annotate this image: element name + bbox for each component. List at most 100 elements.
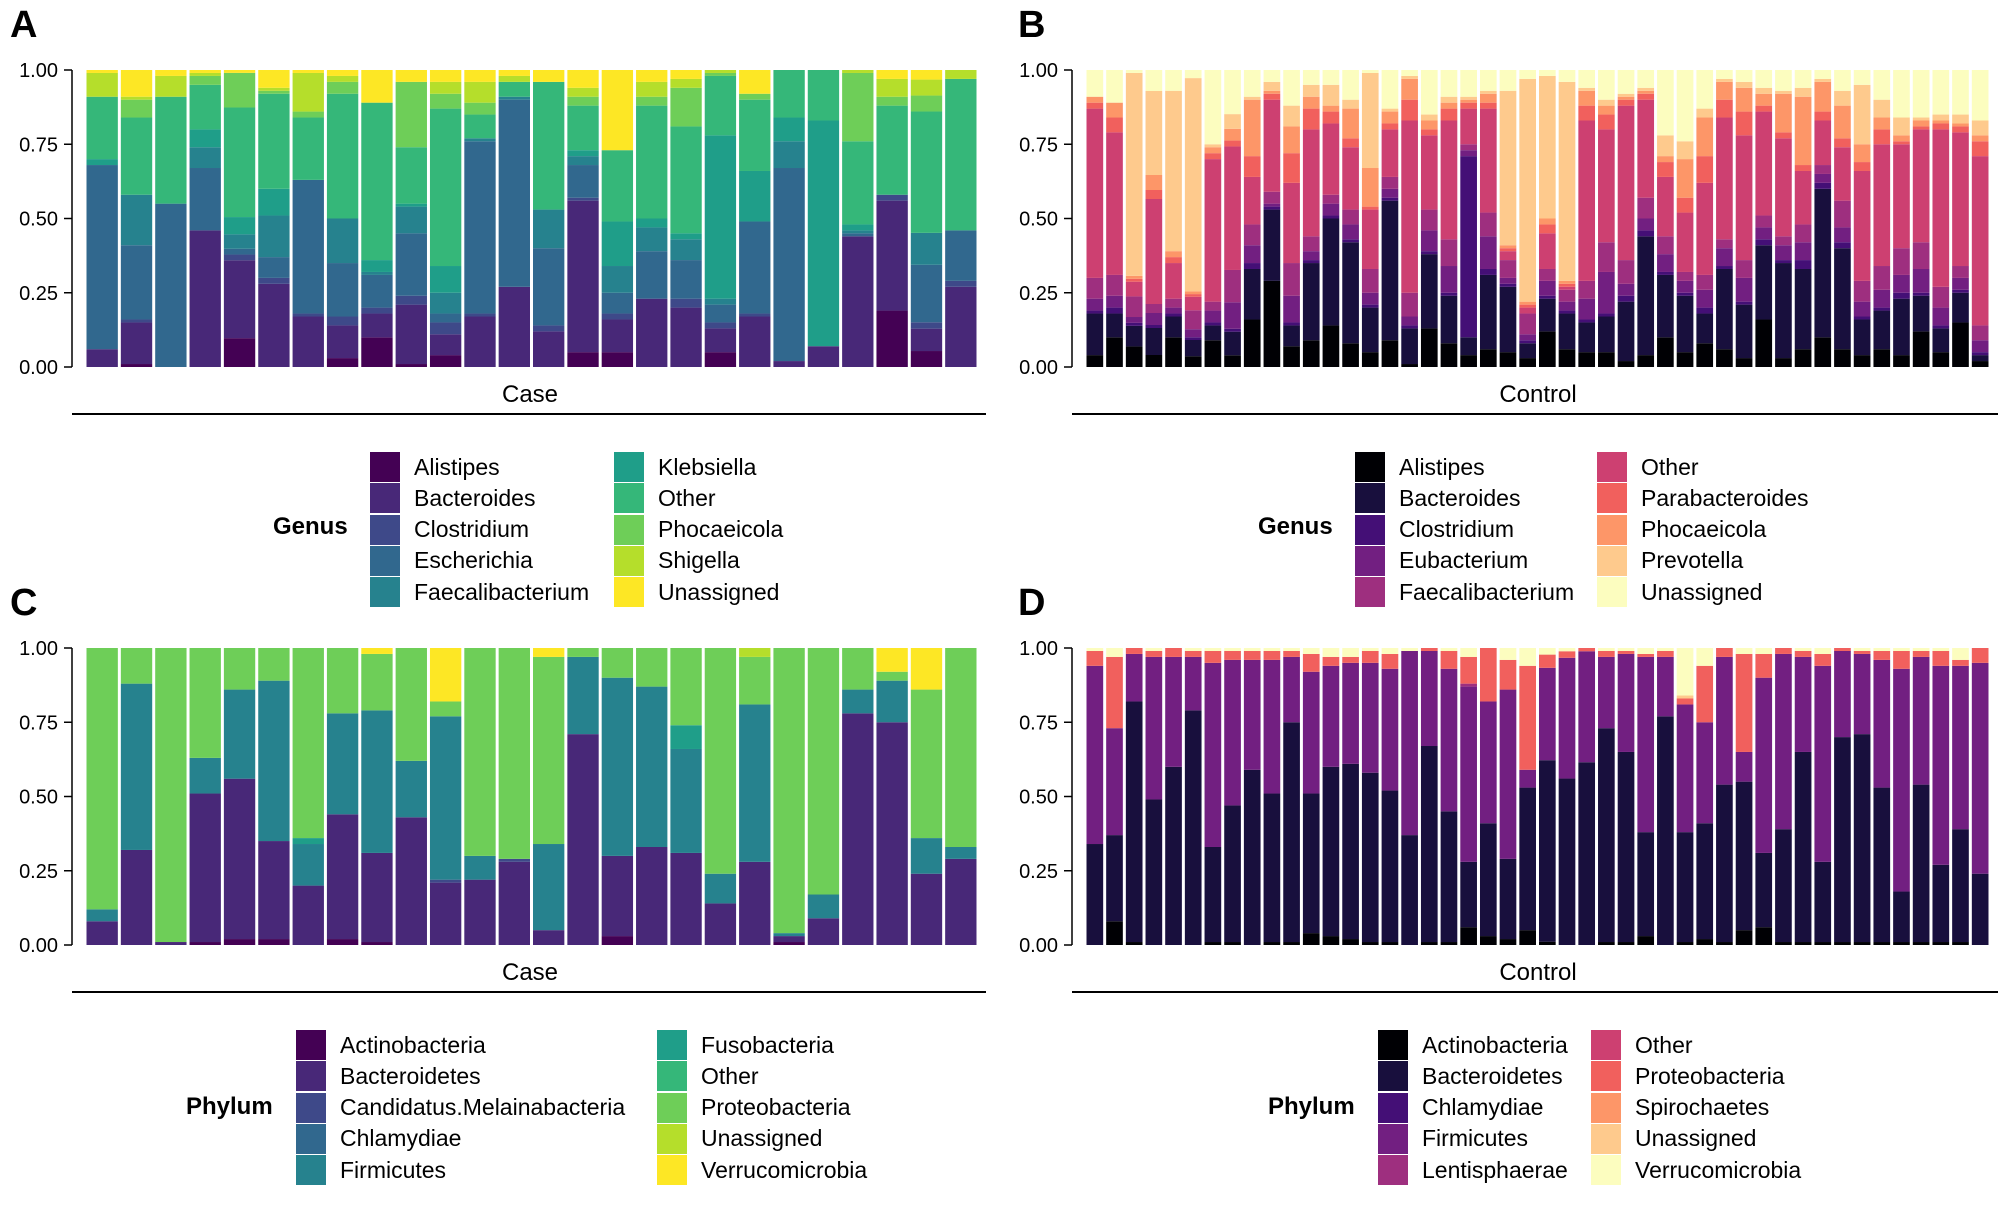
bar-segment (1637, 648, 1655, 654)
bar-segment (636, 686, 668, 847)
bar-segment (1125, 72, 1143, 276)
bar-segment (533, 248, 565, 326)
bar-segment (429, 355, 462, 367)
bar-segment (1932, 129, 1950, 287)
bar-segment (1657, 236, 1674, 255)
bar-segment (1814, 182, 1832, 189)
bar-segment (1106, 70, 1123, 103)
legend-swatch (1355, 483, 1385, 514)
bar-segment (326, 648, 359, 714)
legend-label: Unassigned (1641, 578, 1763, 605)
bar-segment (1342, 662, 1359, 764)
bar-segment (1086, 102, 1104, 109)
bar-segment (910, 232, 943, 265)
bar-segment (601, 221, 634, 267)
bar-segment (1479, 648, 1497, 702)
bar-segment (1598, 313, 1615, 317)
bar-segment (223, 70, 256, 73)
bar-segment (842, 233, 874, 237)
bar-segment (1302, 70, 1320, 85)
bar-segment (1361, 206, 1379, 210)
bar-segment (1952, 648, 1969, 660)
strip-label-c: Case (502, 959, 558, 986)
bar-segment (1794, 751, 1812, 943)
bar-segment (1322, 936, 1340, 945)
bar-segment (1893, 650, 1910, 669)
bar-segment (1637, 230, 1655, 237)
bar-segment (1617, 751, 1635, 943)
legend-swatch (657, 1155, 687, 1186)
bar-segment (223, 648, 256, 690)
bar-segment (601, 313, 634, 320)
bar-segment (189, 147, 221, 169)
legend-swatch (614, 514, 644, 545)
bar-segment (1204, 144, 1222, 148)
bar-segment (1971, 120, 1989, 136)
bar-segment (189, 72, 221, 76)
bar-segment (1519, 787, 1536, 931)
bar-segment (1952, 665, 1969, 830)
legend-label: Fusobacteria (701, 1031, 834, 1058)
bar-segment (1361, 209, 1379, 269)
bar-segment (395, 304, 427, 365)
bar-segment (1460, 927, 1477, 945)
bar-segment (910, 264, 943, 323)
bar-segment (464, 141, 496, 314)
bar-segment (1361, 772, 1379, 943)
legend-label: Eubacterium (1399, 547, 1529, 574)
bar-segment (1853, 316, 1871, 320)
bar-segment (1479, 102, 1497, 109)
bar-segment (1184, 78, 1202, 292)
bar-segment (1204, 70, 1222, 145)
legend-item: Verrucomicrobia (1591, 1155, 1801, 1186)
bar-segment (533, 331, 565, 367)
panel-letter-b: B (1018, 4, 1046, 46)
bar-segment (1165, 70, 1182, 91)
bar-segment (773, 648, 805, 934)
bar-segment (1716, 656, 1733, 785)
bar-segment (1893, 70, 1910, 118)
legend-label: Actinobacteria (340, 1031, 486, 1058)
bar-segment (1952, 829, 1969, 943)
bar-segment (1440, 811, 1458, 943)
bar-segment (1184, 70, 1202, 79)
bar-segment (1735, 277, 1753, 302)
bar-segment (1342, 239, 1359, 243)
bar-segment (1086, 665, 1104, 845)
bar-segment (1932, 325, 1950, 329)
legend-swatch (370, 452, 400, 482)
bar-segment (1873, 99, 1891, 118)
bar-segment (1814, 653, 1832, 666)
bar-segment (1420, 230, 1438, 252)
bar-segment (395, 206, 427, 234)
bar-segment (1381, 188, 1399, 198)
legend-swatch (370, 545, 400, 576)
bar-segment (1243, 319, 1261, 367)
bar-segment (876, 310, 908, 367)
bar-segment (1873, 942, 1891, 945)
y-tick-label: 0.75 (19, 134, 58, 156)
legend-swatch (1591, 1030, 1621, 1060)
bar-segment (1125, 653, 1143, 702)
bar-segment (1735, 653, 1753, 752)
bar-segment (807, 648, 840, 895)
bar-segment (1283, 346, 1300, 367)
legend-swatch (1355, 514, 1385, 545)
legend-label: Phocaeicola (1641, 516, 1767, 543)
bar-segment (86, 96, 118, 160)
bar-segment (1106, 132, 1123, 275)
bar-segment (189, 942, 221, 945)
bar-segment (567, 734, 599, 945)
bar-segment (1479, 936, 1497, 945)
bar-segment (945, 648, 977, 847)
legend-swatch (1378, 1030, 1408, 1060)
legend-item: Firmicutes (296, 1155, 446, 1186)
bar-segment (1204, 650, 1222, 663)
y-tick-label: 0.25 (19, 283, 58, 305)
bar-segment (1302, 108, 1320, 130)
bar-segment (1794, 165, 1812, 171)
bar-segment (1952, 942, 1969, 945)
bar-segment (361, 313, 393, 338)
bar-segment (1794, 648, 1812, 651)
bar-segment (910, 79, 943, 96)
